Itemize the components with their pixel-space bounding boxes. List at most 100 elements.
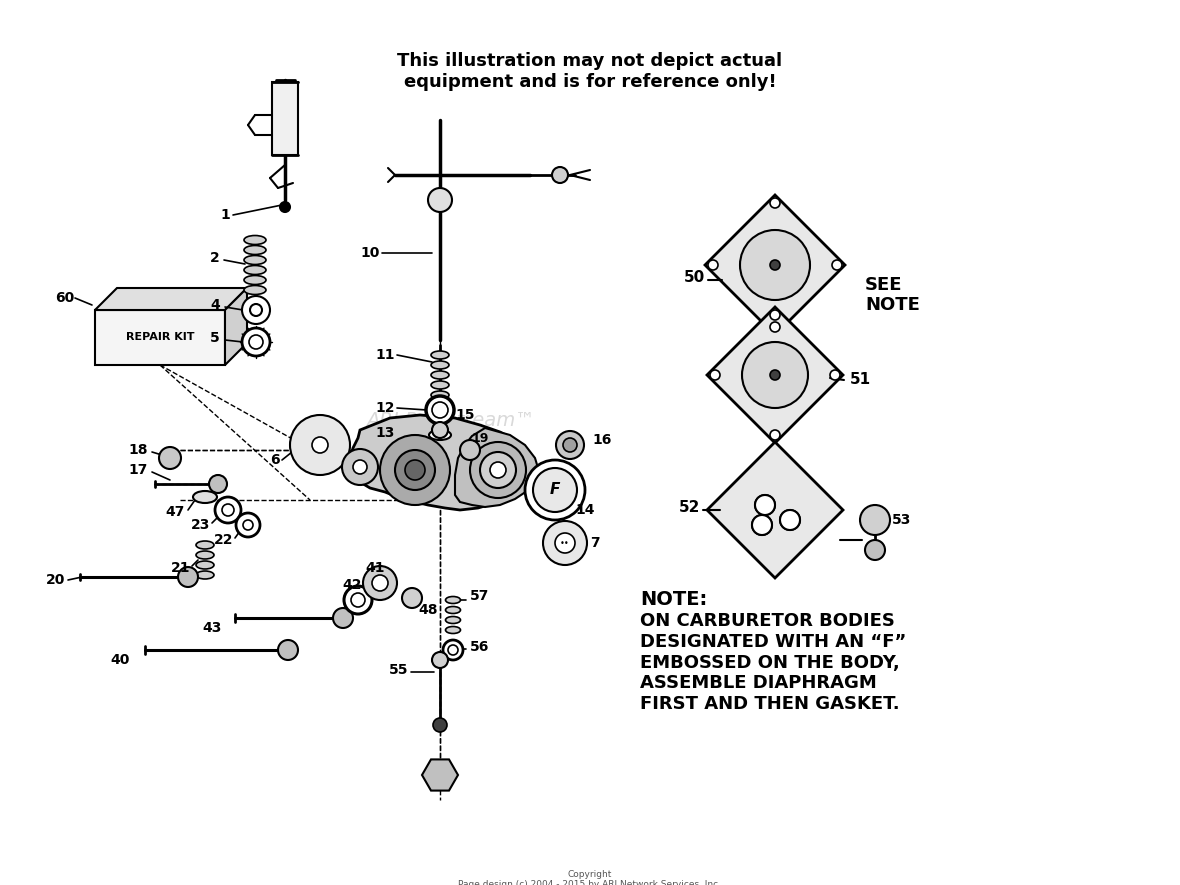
Text: REPAIR KIT: REPAIR KIT [126, 332, 195, 342]
Ellipse shape [446, 617, 460, 624]
Text: 10: 10 [361, 246, 380, 260]
Circle shape [552, 167, 568, 183]
Polygon shape [707, 442, 843, 578]
Circle shape [236, 513, 260, 537]
Circle shape [460, 440, 480, 460]
Ellipse shape [431, 381, 450, 389]
Circle shape [771, 430, 780, 440]
Text: SEE
NOTE: SEE NOTE [865, 275, 920, 314]
Circle shape [745, 480, 805, 540]
Circle shape [242, 328, 270, 356]
Text: 13: 13 [375, 426, 395, 440]
Text: 53: 53 [892, 513, 911, 527]
Polygon shape [350, 415, 530, 510]
Circle shape [350, 593, 365, 607]
Ellipse shape [194, 491, 217, 503]
Text: 47: 47 [165, 505, 185, 519]
Text: NOTE:: NOTE: [640, 590, 707, 609]
Text: 7: 7 [590, 536, 599, 550]
Ellipse shape [431, 361, 450, 369]
Text: 18: 18 [129, 443, 148, 457]
Circle shape [533, 468, 577, 512]
Text: ON CARBURETOR BODIES
DESIGNATED WITH AN “F”
EMBOSSED ON THE BODY,
ASSEMBLE DIAPH: ON CARBURETOR BODIES DESIGNATED WITH AN … [640, 612, 906, 713]
Circle shape [426, 396, 454, 424]
Ellipse shape [244, 245, 266, 255]
Text: Copyright
Page design (c) 2004 - 2015 by ARI Network Services, Inc.: Copyright Page design (c) 2004 - 2015 by… [459, 870, 721, 885]
Circle shape [832, 260, 843, 270]
Circle shape [742, 342, 808, 408]
Circle shape [290, 415, 350, 475]
Circle shape [178, 567, 198, 587]
Text: 51: 51 [850, 373, 871, 388]
Text: 41: 41 [366, 561, 385, 575]
Text: 6: 6 [270, 453, 280, 467]
Circle shape [428, 188, 452, 212]
Polygon shape [96, 310, 225, 365]
Circle shape [405, 460, 425, 480]
Text: ••: •• [560, 538, 570, 548]
Text: 22: 22 [214, 533, 232, 547]
Circle shape [755, 495, 775, 515]
Circle shape [865, 540, 885, 560]
Circle shape [480, 452, 516, 488]
Circle shape [752, 515, 772, 535]
Text: 21: 21 [170, 561, 190, 575]
Text: 42: 42 [342, 578, 362, 592]
Circle shape [740, 230, 809, 300]
Ellipse shape [196, 551, 214, 559]
Polygon shape [273, 82, 299, 155]
Text: 15: 15 [455, 408, 474, 422]
Circle shape [771, 322, 780, 332]
Text: 14: 14 [575, 503, 595, 517]
Circle shape [555, 533, 575, 553]
Circle shape [395, 450, 435, 490]
Circle shape [543, 521, 586, 565]
Circle shape [710, 370, 720, 380]
Text: This illustration may not depict actual
equipment and is for reference only!: This illustration may not depict actual … [398, 52, 782, 91]
Circle shape [333, 608, 353, 628]
Ellipse shape [431, 391, 450, 399]
Ellipse shape [244, 256, 266, 265]
Circle shape [380, 435, 450, 505]
Circle shape [448, 645, 458, 655]
Ellipse shape [430, 430, 451, 440]
Text: 5: 5 [210, 331, 219, 345]
Circle shape [250, 304, 262, 316]
Text: 40: 40 [111, 653, 130, 667]
Circle shape [442, 640, 463, 660]
Circle shape [432, 422, 448, 438]
Circle shape [402, 588, 422, 608]
Text: 55: 55 [388, 663, 408, 677]
Circle shape [432, 652, 448, 668]
Circle shape [159, 447, 181, 469]
Text: 2: 2 [210, 251, 219, 265]
Circle shape [755, 495, 775, 515]
Ellipse shape [446, 627, 460, 634]
Ellipse shape [196, 561, 214, 569]
Circle shape [780, 510, 800, 530]
Circle shape [563, 438, 577, 452]
Polygon shape [455, 428, 538, 507]
Circle shape [490, 462, 506, 478]
Polygon shape [225, 288, 247, 365]
Text: 57: 57 [470, 589, 490, 603]
Text: 48: 48 [418, 603, 438, 617]
Circle shape [242, 296, 270, 324]
Text: 23: 23 [191, 518, 210, 532]
Ellipse shape [244, 266, 266, 274]
Text: 60: 60 [55, 291, 74, 305]
Circle shape [345, 586, 372, 614]
Circle shape [708, 260, 717, 270]
Circle shape [372, 575, 388, 591]
Polygon shape [704, 195, 845, 335]
Polygon shape [422, 759, 458, 790]
Circle shape [432, 402, 448, 418]
Ellipse shape [196, 541, 214, 549]
Text: 56: 56 [470, 640, 490, 654]
Ellipse shape [196, 571, 214, 579]
Text: 17: 17 [129, 463, 148, 477]
Ellipse shape [244, 235, 266, 244]
Circle shape [278, 640, 299, 660]
Circle shape [525, 460, 585, 520]
Circle shape [222, 504, 234, 516]
